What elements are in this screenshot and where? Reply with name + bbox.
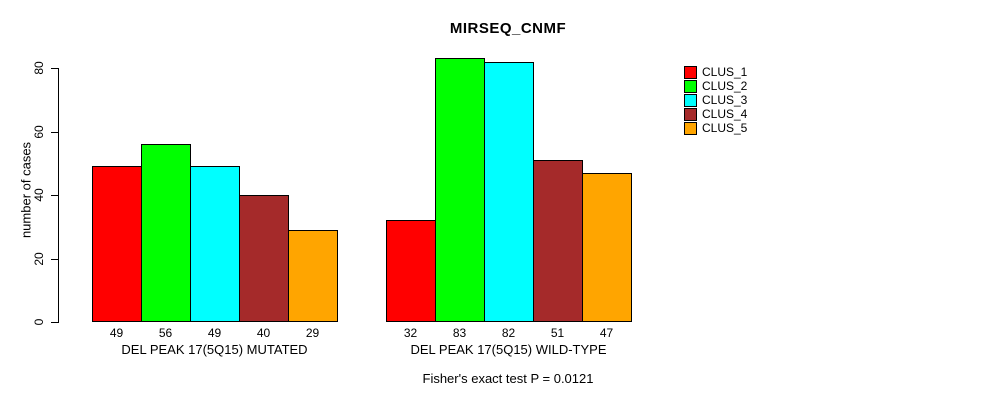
bar-clus_5-group1	[288, 230, 338, 322]
bar-clus_1-group2	[386, 220, 436, 322]
legend-label: CLUS_2	[702, 79, 748, 93]
legend-swatch-icon	[684, 66, 697, 79]
bar-clus_4-group2	[533, 160, 583, 322]
bar-value-label: 51	[550, 326, 565, 340]
bar-value-label: 29	[305, 326, 320, 340]
y-axis-tick-label: 40	[32, 188, 46, 202]
bar-clus_1-group1	[92, 166, 142, 322]
chart-title: MIRSEQ_CNMF	[449, 20, 567, 37]
fisher-test-annotation: Fisher's exact test P = 0.0121	[422, 371, 594, 386]
y-axis-tick	[51, 68, 59, 69]
bar-clus_5-group2	[582, 173, 632, 322]
legend-label: CLUS_3	[702, 93, 748, 107]
bar-value-label: 40	[256, 326, 271, 340]
legend-item-clus_4: CLUS_4	[684, 108, 747, 121]
bar-value-label: 49	[109, 326, 124, 340]
x-group-label: DEL PEAK 17(5Q15) MUTATED	[121, 342, 308, 357]
y-axis-tick-label: 60	[32, 124, 46, 139]
legend-item-clus_1: CLUS_1	[684, 66, 747, 79]
x-group-label: DEL PEAK 17(5Q15) WILD-TYPE	[410, 342, 607, 357]
legend: CLUS_1 CLUS_2 CLUS_3 CLUS_4 CLUS_5	[684, 66, 747, 135]
bar-value-label: 56	[158, 326, 173, 340]
bar-value-label: 83	[452, 326, 467, 340]
bar-clus_3-group2	[484, 62, 534, 322]
y-axis-tick-label: 80	[32, 61, 46, 75]
y-axis-tick	[51, 258, 59, 260]
legend-swatch-icon	[684, 108, 697, 121]
y-axis-tick	[51, 131, 59, 133]
legend-label: CLUS_1	[702, 65, 748, 79]
y-axis-tick-label: 20	[32, 251, 46, 266]
bar-value-label: 32	[403, 326, 418, 340]
bar-value-label: 82	[501, 326, 516, 340]
legend-label: CLUS_5	[702, 121, 748, 135]
bar-clus_2-group2	[435, 58, 485, 322]
y-axis-tick	[51, 195, 59, 196]
y-axis-tick-label: 0	[32, 318, 46, 326]
bar-value-label: 49	[207, 326, 222, 340]
legend-label: CLUS_4	[702, 107, 748, 121]
bar-clus_2-group1	[141, 144, 191, 322]
legend-item-clus_2: CLUS_2	[684, 80, 747, 93]
y-axis-tick	[51, 322, 59, 323]
legend-swatch-icon	[684, 80, 697, 93]
legend-item-clus_5: CLUS_5	[684, 122, 747, 135]
bar-clus_3-group1	[190, 166, 240, 322]
legend-swatch-icon	[684, 94, 697, 107]
bar-clus_4-group1	[239, 195, 289, 322]
bar-value-label: 47	[599, 326, 614, 340]
legend-swatch-icon	[684, 122, 697, 135]
legend-item-clus_3: CLUS_3	[684, 94, 747, 107]
